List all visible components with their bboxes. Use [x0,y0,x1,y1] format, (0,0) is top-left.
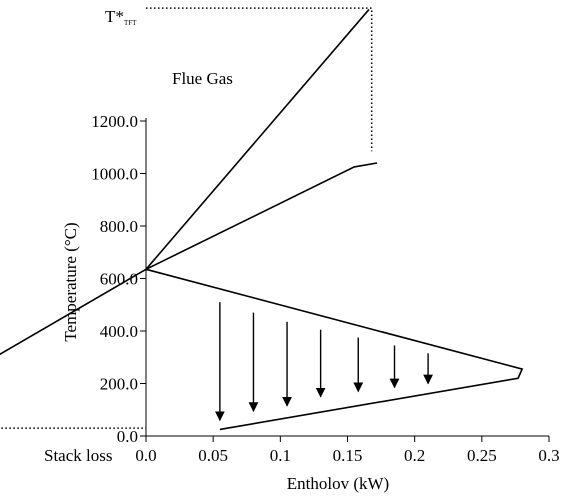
x-axis-label: Entholov (kW) [287,474,389,493]
series-line [146,163,377,269]
x-tick-label: 0.15 [333,446,363,465]
series-line [146,269,522,429]
top-label-main: T* [105,7,124,26]
x-tick-label: 0.0 [135,446,156,465]
y-tick-label: 0.0 [117,427,138,446]
top-label-sub: TFT [124,19,137,27]
y-tick-label: 400.0 [100,322,138,341]
x-tick-label: 0.2 [404,446,425,465]
y-tick-label: 800.0 [100,217,138,236]
y-tick-label: 1200.0 [91,112,138,131]
x-tick-label: 0.05 [198,446,228,465]
y-tick-label: 1000.0 [91,165,138,184]
stack-loss-label: Stack loss [44,446,112,465]
series-line [146,9,369,269]
annotation-flue-gas: Flue Gas [172,69,233,88]
y-axis-label: Temperature (°C) [61,222,80,341]
x-tick-label: 0.1 [270,446,291,465]
y-tick-label: 200.0 [100,375,138,394]
x-tick-label: 0.25 [467,446,497,465]
x-tick-label: 0.3 [538,446,559,465]
